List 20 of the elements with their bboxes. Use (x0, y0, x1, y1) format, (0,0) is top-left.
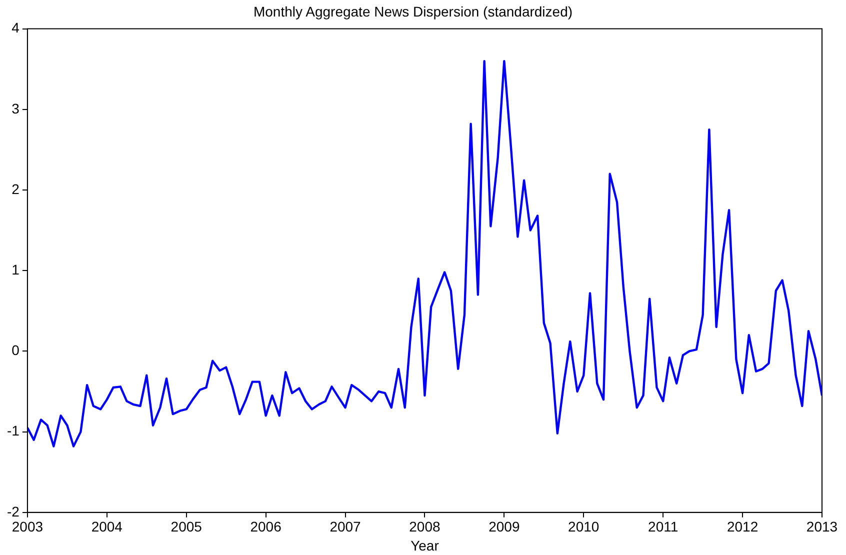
x-tick-label: 2004 (91, 518, 123, 535)
x-tick-label: 2008 (409, 518, 441, 535)
y-tick-label: 1 (12, 261, 20, 278)
y-tick-label: 2 (12, 180, 20, 197)
y-tick-label: 4 (12, 20, 20, 36)
x-tick-label: 2013 (806, 518, 838, 535)
x-tick-label: 2005 (170, 518, 202, 535)
y-tick-label: -2 (6, 503, 20, 520)
x-tick-label: 2011 (648, 518, 678, 535)
x-axis-title: Year (410, 537, 440, 554)
y-tick-label: 3 (12, 100, 20, 116)
x-tick-label: 2010 (568, 518, 600, 535)
y-tick-label: 0 (12, 342, 20, 358)
x-tick-label: 2007 (330, 518, 362, 535)
x-tick-label: 2009 (488, 518, 520, 535)
chart-title: Monthly Aggregate News Dispersion (standardized) (253, 3, 573, 20)
x-tick-label: 2006 (250, 518, 282, 535)
x-tick-label: 2012 (726, 518, 758, 535)
y-tick-label: -1 (6, 422, 20, 439)
x-tick-label: 2003 (12, 518, 44, 535)
